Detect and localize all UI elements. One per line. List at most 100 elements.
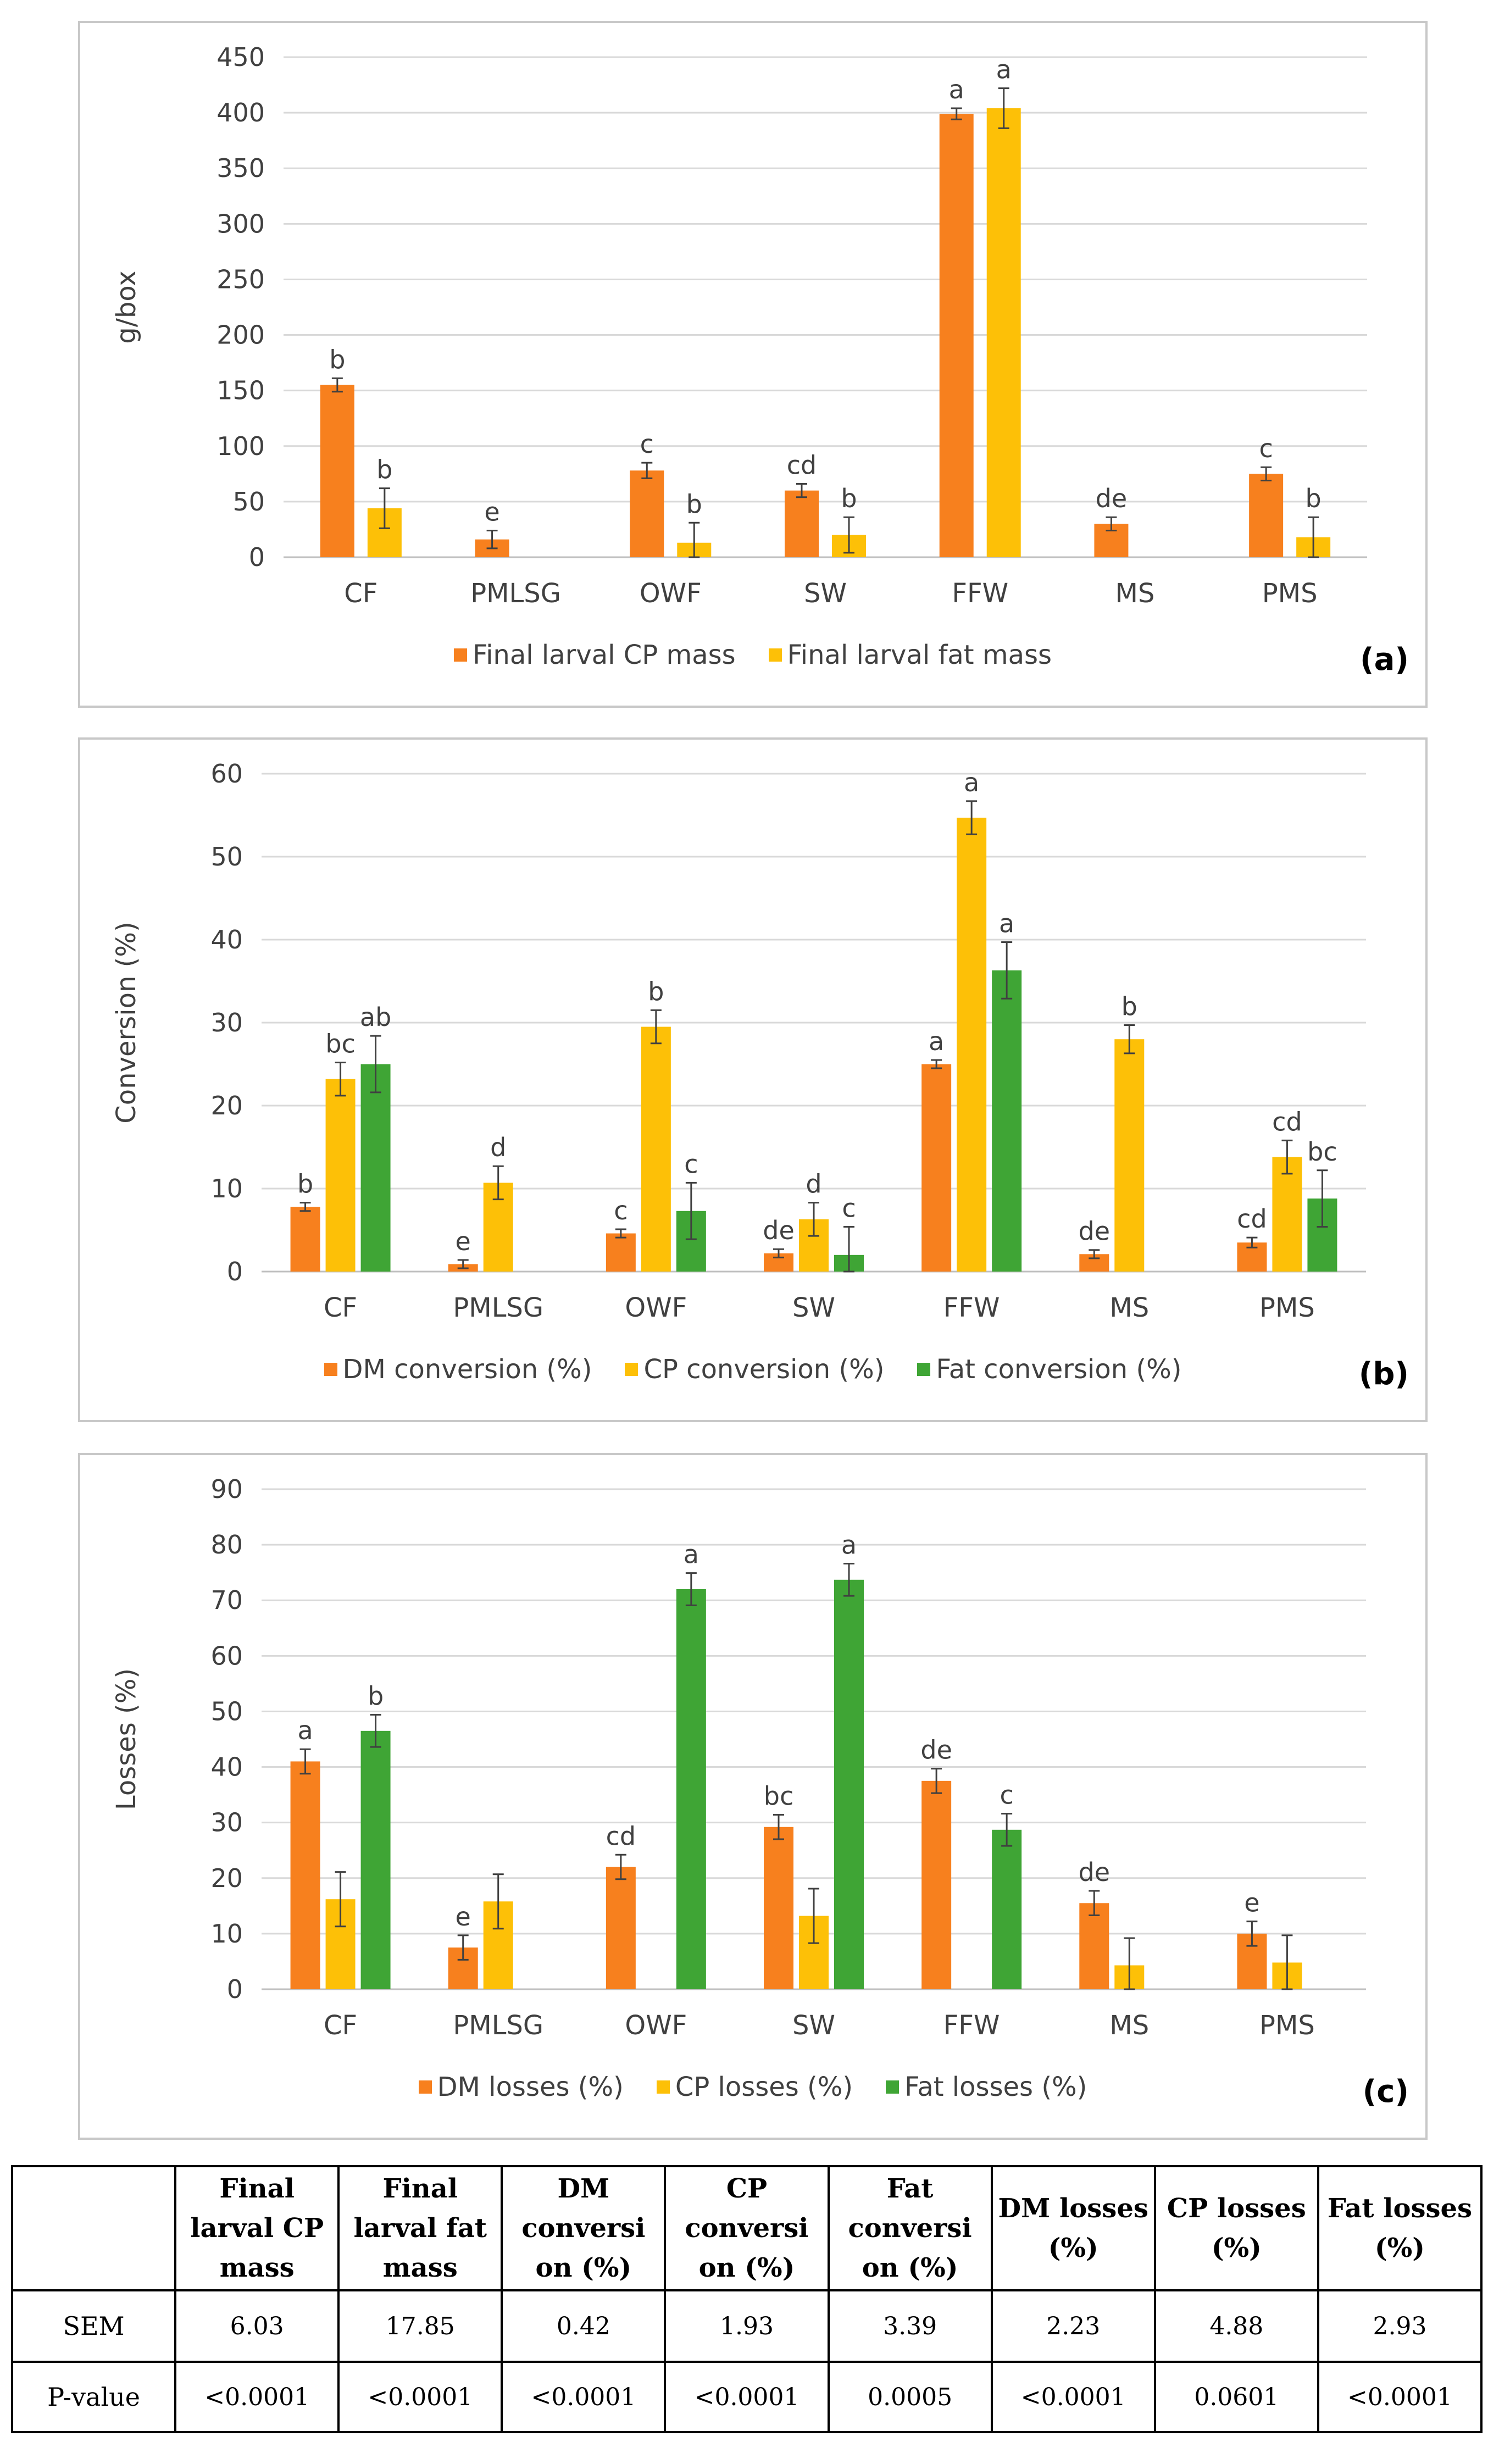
x-tick-label: PMS xyxy=(1262,578,1318,609)
table-cell: 2.23 xyxy=(990,2289,1156,2363)
significance-letter: a xyxy=(999,909,1014,939)
y-tick-label: 300 xyxy=(216,209,265,238)
legend-item: Final larval CP mass xyxy=(453,640,736,670)
significance-letter: a xyxy=(964,768,979,797)
legend-swatch xyxy=(656,2080,670,2094)
significance-letter: cd xyxy=(606,1821,636,1851)
y-tick-label: 450 xyxy=(216,42,265,72)
table-cell: 1.93 xyxy=(664,2289,830,2363)
significance-letter: cd xyxy=(787,451,817,480)
table-header-cell: Fat losses (%) xyxy=(1317,2165,1483,2291)
bar xyxy=(1272,1157,1302,1272)
legend-swatch xyxy=(625,1363,639,1376)
chart-a-svg: 0 50 100 150 200 250 300 350 400 450 g/box CF b b PMLS… xyxy=(111,42,1367,609)
table-header-cell: CP conversi on (%) xyxy=(664,2165,830,2291)
legend-item: CP losses (%) xyxy=(656,2072,853,2102)
y-axis-label: Losses (%) xyxy=(111,1668,142,1810)
x-tick-label: CF xyxy=(324,2010,357,2041)
chart-c-legend: DM losses (%) CP losses (%) Fat losses (… xyxy=(80,2072,1425,2102)
significance-letter: d xyxy=(806,1169,821,1199)
legend-item: CP conversion (%) xyxy=(625,1354,884,1385)
y-tick-label: 150 xyxy=(216,376,265,406)
legend-label: CP losses (%) xyxy=(675,2072,853,2102)
bar xyxy=(764,1827,793,1989)
bar xyxy=(992,970,1022,1272)
y-tick-label: 50 xyxy=(210,842,243,872)
significance-letter: b xyxy=(686,489,702,519)
significance-letter: cd xyxy=(1272,1107,1302,1136)
table-cell: <0.0001 xyxy=(501,2361,667,2433)
significance-letter: e xyxy=(1244,1888,1259,1918)
x-tick-label: FFW xyxy=(943,1292,1000,1323)
significance-letter: c xyxy=(842,1193,856,1223)
significance-letter: bc xyxy=(1307,1137,1337,1167)
chart-c-svg: 0 10 20 30 40 50 60 70 80 90 Losses (%) CF a b PMLSG e O… xyxy=(111,1474,1366,2041)
y-tick-label: 90 xyxy=(210,1474,243,1504)
significance-letter: d xyxy=(490,1133,506,1162)
y-tick-label: 350 xyxy=(216,153,265,183)
significance-letter: c xyxy=(684,1149,698,1179)
legend-item: Final larval fat mass xyxy=(768,640,1052,670)
significance-letter: ab xyxy=(360,1002,391,1032)
table-cell: <0.0001 xyxy=(1317,2361,1483,2433)
significance-letter: b xyxy=(329,345,345,374)
legend-item: DM conversion (%) xyxy=(324,1354,592,1385)
bar xyxy=(986,108,1021,557)
significance-letter: a xyxy=(297,1716,313,1745)
y-tick-label: 80 xyxy=(210,1530,243,1560)
x-tick-label: FFW xyxy=(952,578,1008,609)
table-header-cell xyxy=(10,2165,177,2291)
significance-letter: b xyxy=(297,1169,313,1199)
bar xyxy=(641,1026,671,1272)
bar xyxy=(606,1233,636,1272)
chart-a-legend: Final larval CP mass Final larval fat ma… xyxy=(80,640,1425,670)
bar xyxy=(1249,474,1284,557)
bar xyxy=(325,1079,356,1272)
y-tick-label: 0 xyxy=(227,1257,243,1286)
chart-panel-b: 0 10 20 30 40 50 60 Conversion (%) CF b bc ab PMLSG e… xyxy=(78,737,1428,1422)
y-tick-label: 50 xyxy=(210,1696,243,1726)
table-cell: <0.0001 xyxy=(174,2361,340,2433)
x-tick-label: PMS xyxy=(1259,2010,1315,2041)
table-cell: 4.88 xyxy=(1153,2289,1319,2363)
y-tick-label: 20 xyxy=(210,1091,243,1120)
significance-letter: a xyxy=(841,1530,857,1560)
table-header-cell: Final larval CP mass xyxy=(174,2165,340,2291)
chart-panel-a: 0 50 100 150 200 250 300 350 400 450 g/box CF b b PMLS… xyxy=(78,21,1428,708)
panel-label-b: (b) xyxy=(1358,1356,1409,1392)
legend-swatch xyxy=(917,1363,931,1376)
legend-swatch xyxy=(324,1363,337,1376)
bar xyxy=(290,1761,320,1989)
table-header-cell: DM losses (%) xyxy=(990,2165,1156,2291)
significance-letter: a xyxy=(949,75,964,104)
table-cell: <0.0001 xyxy=(664,2361,830,2433)
bar xyxy=(992,1829,1022,1989)
y-tick-label: 400 xyxy=(216,98,265,127)
bar xyxy=(606,1867,636,1989)
y-tick-label: 0 xyxy=(249,542,265,572)
y-tick-label: 10 xyxy=(210,1174,243,1203)
bar xyxy=(921,1780,952,1989)
significance-letter: c xyxy=(1000,1780,1013,1810)
x-tick-label: OWF xyxy=(640,578,702,609)
bar xyxy=(785,490,819,557)
y-tick-label: 60 xyxy=(210,759,243,789)
panel-label-c: (c) xyxy=(1362,2074,1409,2110)
bar xyxy=(834,1579,864,1989)
y-axis-label: Conversion (%) xyxy=(111,922,142,1123)
significance-letter: de xyxy=(1079,1217,1111,1246)
x-tick-label: CF xyxy=(344,578,377,609)
y-tick-label: 100 xyxy=(216,431,265,461)
table-header-cell: Final larval fat mass xyxy=(337,2165,503,2291)
significance-letter: e xyxy=(456,1227,471,1256)
y-tick-label: 10 xyxy=(210,1919,243,1949)
bar xyxy=(290,1207,320,1272)
table-header-cell: Fat conversi on (%) xyxy=(827,2165,993,2291)
significance-letter: b xyxy=(368,1681,384,1711)
table-cell: 17.85 xyxy=(337,2289,503,2363)
significance-letter: b xyxy=(376,455,392,485)
table-cell: <0.0001 xyxy=(990,2361,1156,2433)
significance-letter: bc xyxy=(325,1029,356,1058)
significance-letter: b xyxy=(648,976,664,1006)
